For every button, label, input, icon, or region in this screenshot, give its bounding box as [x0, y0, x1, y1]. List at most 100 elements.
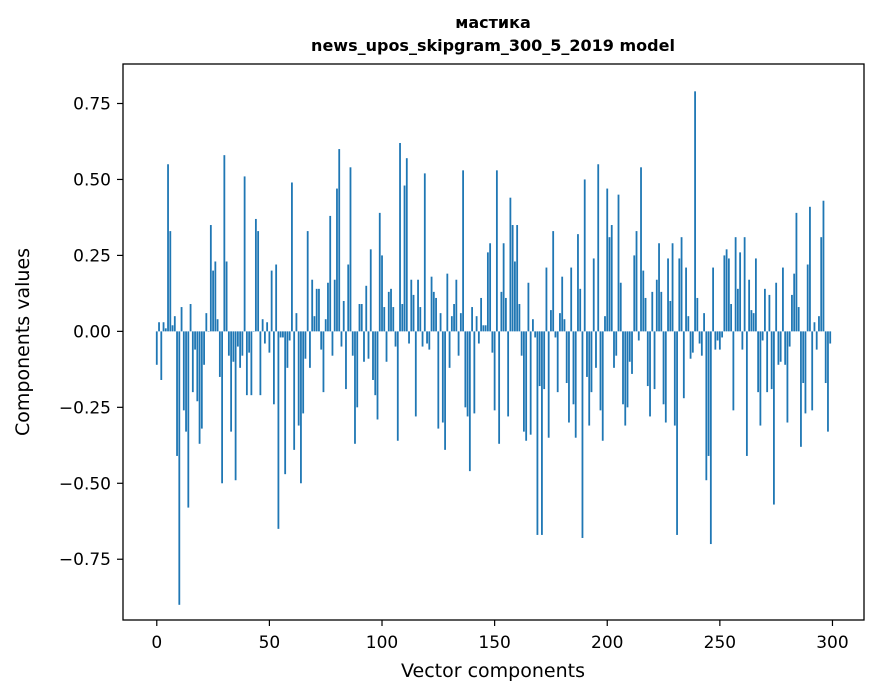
bar — [392, 307, 395, 332]
bar — [565, 331, 568, 384]
bar — [813, 322, 816, 332]
bar — [754, 258, 757, 332]
x-tick-label: 100 — [366, 633, 398, 653]
bar — [171, 325, 174, 332]
bar — [385, 331, 388, 362]
bar — [685, 267, 687, 332]
bar — [730, 304, 733, 332]
bar — [468, 331, 471, 472]
bar — [716, 331, 719, 341]
bar — [243, 176, 246, 332]
bar — [358, 304, 361, 332]
bar — [809, 206, 811, 332]
bar — [662, 331, 665, 405]
bar — [635, 231, 638, 332]
bar — [500, 291, 503, 332]
bar — [236, 331, 239, 347]
bar — [633, 255, 636, 332]
bar — [552, 231, 555, 332]
bar — [507, 331, 510, 417]
bar-series — [155, 91, 832, 605]
bar — [327, 282, 329, 332]
bar — [347, 264, 350, 332]
bar — [703, 313, 705, 332]
bar — [205, 313, 208, 332]
bar — [491, 331, 494, 353]
bar — [466, 331, 469, 417]
chart-subtitle: news_upos_skipgram_300_5_2019 model — [311, 36, 675, 55]
x-tick-label: 200 — [591, 633, 623, 653]
bar — [709, 331, 712, 545]
bar — [232, 331, 235, 362]
bar — [196, 331, 199, 402]
bar — [601, 331, 604, 441]
bar — [414, 331, 417, 417]
bar — [245, 331, 248, 396]
bar — [511, 225, 514, 332]
bar — [187, 331, 190, 508]
bar — [482, 325, 485, 332]
bar — [155, 331, 158, 365]
bar — [367, 331, 370, 359]
bar — [489, 243, 492, 332]
bar — [376, 331, 379, 420]
bar — [504, 297, 507, 332]
bar — [811, 331, 814, 411]
bar — [599, 331, 602, 411]
bar — [439, 313, 442, 332]
bar — [687, 316, 690, 332]
bar — [203, 331, 205, 365]
bar — [363, 331, 365, 362]
bar — [270, 270, 273, 332]
bar — [651, 291, 654, 332]
bar — [523, 331, 525, 432]
bar — [390, 288, 392, 332]
bar — [464, 331, 467, 408]
bar — [331, 331, 334, 356]
bar — [257, 231, 260, 332]
bar — [610, 225, 613, 332]
bar — [322, 331, 325, 393]
bar — [586, 331, 588, 377]
bar — [626, 331, 629, 408]
y-axis-ticks: −0.75 −0.50 −0.25 0.00 0.25 0.50 0.75 — [59, 94, 123, 570]
bar — [320, 331, 323, 350]
bar — [514, 261, 516, 332]
bar — [509, 197, 512, 332]
bar — [525, 331, 528, 441]
bar — [743, 237, 746, 332]
y-tick-label: 0.25 — [73, 246, 111, 266]
bar — [784, 331, 787, 365]
bar — [216, 319, 219, 332]
bar — [700, 331, 703, 356]
bar — [721, 331, 724, 338]
bar — [649, 331, 651, 417]
bar — [718, 331, 721, 350]
bar — [394, 331, 397, 347]
bar — [263, 331, 266, 344]
bar — [782, 267, 784, 332]
y-tick-label: −0.50 — [59, 474, 111, 494]
bar — [534, 331, 537, 338]
bar — [757, 331, 760, 393]
bar — [669, 300, 672, 332]
bar — [336, 188, 338, 332]
bar — [545, 267, 548, 332]
bar — [254, 218, 257, 332]
bar — [608, 237, 611, 332]
bar — [378, 212, 381, 332]
bar — [446, 273, 449, 332]
bar — [241, 331, 244, 356]
bar — [804, 331, 807, 414]
bar — [617, 194, 620, 332]
bar — [561, 276, 564, 332]
bar — [536, 331, 539, 535]
bar — [450, 316, 453, 332]
bar — [622, 331, 624, 405]
bar — [554, 331, 557, 338]
bar — [658, 243, 660, 332]
y-tick-label: −0.25 — [59, 398, 111, 418]
bar — [381, 255, 383, 332]
bar — [338, 149, 341, 332]
bar — [300, 331, 302, 484]
